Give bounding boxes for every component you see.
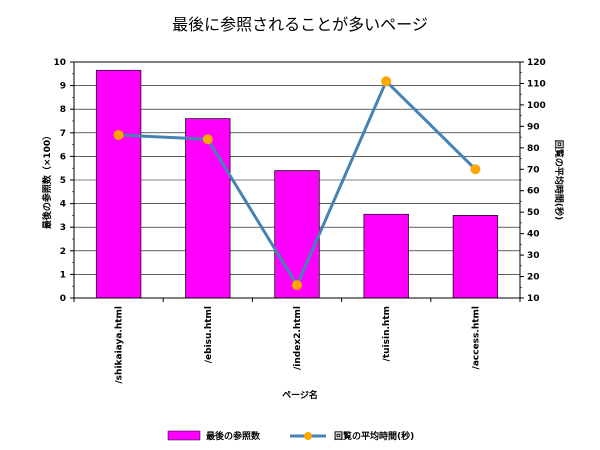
y-tick-label: 4 [60,200,66,210]
y2-tick-label: 70 [527,165,540,175]
y-tick-label: 8 [60,105,66,115]
y2-tick-label: 30 [527,251,540,261]
bars-group [95,69,499,299]
y2-tick-label: 10 [527,294,540,304]
bar [363,213,409,299]
chart-title: 最後に参照されることが多いページ [172,15,428,34]
y2-tick-label: 40 [527,230,540,240]
y-tick-label: 3 [60,223,66,233]
bar [274,170,320,299]
x-tick-label: /index2.html [293,306,303,370]
y-tick-label: 9 [60,82,66,92]
bar [95,69,142,299]
right-axis-ticks: 10 20 30 40 50 60 70 80 90 100 110 120 [520,58,546,304]
y2-tick-label: 60 [527,187,540,197]
legend-label-line: 回覧の平均時間(秒) [334,430,414,442]
x-axis-ticks: /shikaiaya.html/ebisu.html/index2.html/t… [73,298,521,384]
x-tick-label: /access.html [471,306,481,369]
left-axis-ticks: 0 1 2 3 4 5 6 7 8 9 10 [53,58,74,304]
x-axis-title: ページ名 [282,389,318,401]
line-point [470,164,481,175]
y-tick-label: 1 [60,270,66,280]
y-axis-title: 最後の参照数（×100） [41,131,53,229]
x-tick-label: /ebisu.html [204,306,214,363]
y-tick-label: 5 [60,176,66,186]
y2-tick-label: 80 [527,144,540,154]
line-point [381,76,392,87]
y-tick-label: 2 [60,247,66,257]
x-tick-label: /tuisin.htm [382,306,392,361]
x-tick-label: /shikaiaya.html [115,306,125,384]
legend: 最後の参照数 回覧の平均時間(秒) [167,430,414,442]
line-point [202,134,213,145]
bar [185,118,231,299]
line-point [113,129,124,140]
legend-label-bars: 最後の参照数 [206,430,261,442]
y-tick-label: 6 [60,152,66,162]
y2-tick-label: 50 [527,208,540,218]
y-tick-label: 10 [53,58,66,68]
y2-tick-label: 120 [527,58,546,68]
bar [452,215,499,299]
y2-axis-title: 回覧の平均時間(秒) [553,140,565,220]
y-tick-label: 7 [60,129,66,139]
legend-swatch-marker [304,432,312,440]
line-series-group [113,76,481,291]
y-tick-label: 0 [60,294,66,304]
y2-tick-label: 100 [527,101,546,111]
y2-tick-label: 20 [527,273,540,283]
y2-tick-label: 110 [527,79,546,89]
line-point [292,280,302,291]
legend-swatch-bars [167,430,201,441]
y2-tick-label: 90 [527,122,540,132]
